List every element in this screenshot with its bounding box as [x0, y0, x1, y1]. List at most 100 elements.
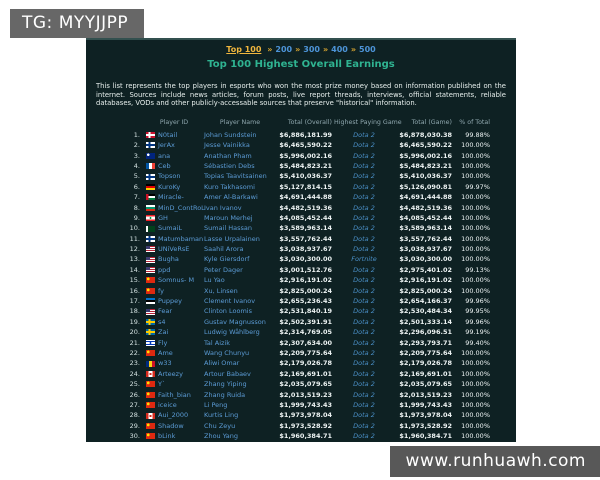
- player-id-link[interactable]: N0tail: [158, 130, 178, 139]
- player-name-link[interactable]: Kuro Takhasomi: [204, 182, 255, 191]
- player-id-link[interactable]: Puppey: [158, 297, 183, 306]
- game-link[interactable]: Dota 2: [353, 348, 375, 357]
- game-link[interactable]: Dota 2: [353, 151, 375, 160]
- player-id-link[interactable]: fy: [158, 286, 165, 295]
- player-id-link[interactable]: Somnus- M: [158, 276, 195, 285]
- player-name-link[interactable]: Anathan Pham: [204, 151, 252, 160]
- game-link[interactable]: Dota 2: [353, 213, 375, 222]
- player-id-link[interactable]: s4: [158, 317, 166, 326]
- player-id-link[interactable]: Faith_bian: [158, 390, 191, 399]
- player-id-link[interactable]: Shadow: [158, 421, 184, 430]
- pct-of-total-value: 100.00%: [461, 245, 490, 254]
- player-id-link[interactable]: Miracle-: [158, 193, 184, 202]
- player-name-link[interactable]: Zhang Yiping: [204, 380, 247, 389]
- player-id-link[interactable]: Aui_2000: [158, 411, 189, 420]
- game-link[interactable]: Dota 2: [353, 203, 375, 212]
- game-link[interactable]: Dota 2: [353, 130, 375, 139]
- game-link[interactable]: Dota 2: [353, 141, 375, 150]
- game-link[interactable]: Dota 2: [353, 172, 375, 181]
- game-link[interactable]: Dota 2: [353, 193, 375, 202]
- player-id-link[interactable]: w33: [158, 359, 172, 368]
- player-name-link[interactable]: Artour Babaev: [204, 369, 251, 378]
- player-name-link[interactable]: Wang Chunyu: [204, 348, 250, 357]
- player-name-link[interactable]: Maroun Merhej: [204, 213, 253, 222]
- game-link[interactable]: Dota 2: [353, 276, 375, 285]
- player-name-link[interactable]: Ivan Ivanov: [204, 203, 242, 212]
- game-link[interactable]: Dota 2: [353, 359, 375, 368]
- nav-link-300[interactable]: 300: [303, 45, 320, 54]
- player-name-link[interactable]: Sébastien Debs: [204, 161, 255, 170]
- player-id-link[interactable]: KuroKy: [158, 182, 181, 191]
- player-id-link[interactable]: Arteezy: [158, 369, 183, 378]
- game-link[interactable]: Dota 2: [353, 380, 375, 389]
- game-link[interactable]: Dota 2: [353, 432, 375, 441]
- player-name-link[interactable]: Aliwi Omar: [204, 359, 240, 368]
- game-link[interactable]: Fortnite: [351, 255, 377, 264]
- player-name-link[interactable]: Sumail Hassan: [204, 224, 252, 233]
- player-id-link[interactable]: JerAx: [158, 141, 175, 150]
- player-id-link[interactable]: Ame: [158, 348, 173, 357]
- player-name-link[interactable]: Lu Yao: [204, 276, 225, 285]
- game-link[interactable]: Dota 2: [353, 234, 375, 243]
- game-link[interactable]: Dota 2: [353, 338, 375, 347]
- game-link[interactable]: Dota 2: [353, 390, 375, 399]
- flag-de-icon: [146, 183, 155, 190]
- player-name-link[interactable]: Chu Zeyu: [204, 421, 236, 430]
- player-id-link[interactable]: Matumbaman: [158, 234, 204, 243]
- game-link[interactable]: Dota 2: [353, 421, 375, 430]
- player-id-link[interactable]: iceice: [158, 400, 177, 409]
- nav-link-200[interactable]: 200: [275, 45, 293, 54]
- player-name-link[interactable]: Zhou Yang: [204, 432, 239, 441]
- player-id-link[interactable]: GH: [158, 213, 168, 222]
- player-id-link[interactable]: SumaiL: [158, 224, 182, 233]
- rank-label: 20.: [129, 328, 140, 337]
- game-link[interactable]: Dota 2: [353, 400, 375, 409]
- player-id-link[interactable]: Zai: [158, 328, 169, 337]
- player-name-link[interactable]: Kurtis Ling: [204, 411, 239, 420]
- player-id-link[interactable]: MinD_ContRoL: [158, 203, 205, 212]
- player-id-link[interactable]: Topson: [158, 172, 181, 181]
- player-name-link[interactable]: Clement Ivanov: [204, 297, 256, 306]
- player-name-link[interactable]: Johan Sundstein: [204, 130, 257, 139]
- player-name-link[interactable]: Zhang Ruida: [204, 390, 246, 399]
- nav-link-400[interactable]: 400: [331, 45, 348, 54]
- game-link[interactable]: Dota 2: [353, 307, 375, 316]
- player-name-link[interactable]: Peter Dager: [204, 265, 243, 274]
- player-name-link[interactable]: Kyle Giersdorf: [204, 255, 250, 264]
- player-id-link[interactable]: ana: [158, 151, 171, 160]
- player-name-link[interactable]: Amer Al-Barkawi: [204, 193, 258, 202]
- player-id-cell: Shadow: [146, 421, 202, 431]
- player-id-link[interactable]: Fly: [158, 338, 168, 347]
- nav-link-500[interactable]: 500: [359, 45, 376, 54]
- player-id-link[interactable]: UNiVeRsE: [158, 245, 190, 254]
- game-link[interactable]: Dota 2: [353, 286, 375, 295]
- player-name-link[interactable]: Tal Aizik: [204, 338, 230, 347]
- player-name-link[interactable]: Ludwig Wåhlberg: [204, 328, 260, 337]
- player-name-link[interactable]: Lasse Urpalainen: [204, 234, 260, 243]
- game-link[interactable]: Dota 2: [353, 317, 375, 326]
- player-name-link[interactable]: Gustav Magnusson: [204, 317, 266, 326]
- player-id-link[interactable]: Bugha: [158, 255, 179, 264]
- game-link[interactable]: Dota 2: [353, 224, 375, 233]
- game-link[interactable]: Dota 2: [353, 182, 375, 191]
- player-id-link[interactable]: Ceb: [158, 161, 171, 170]
- game-link[interactable]: Dota 2: [353, 265, 375, 274]
- player-id-link[interactable]: ppd: [158, 265, 171, 274]
- player-name-link[interactable]: Clinton Loomis: [204, 307, 252, 316]
- player-name-link[interactable]: Saahil Arora: [204, 245, 244, 254]
- game-link[interactable]: Dota 2: [353, 328, 375, 337]
- player-id-link[interactable]: bLink: [158, 432, 176, 441]
- player-id-link[interactable]: Fear: [158, 307, 173, 316]
- game-link[interactable]: Dota 2: [353, 369, 375, 378]
- player-id-link[interactable]: Y`: [158, 380, 166, 389]
- pagination-current[interactable]: Top 100: [226, 45, 262, 54]
- player-id-cell: s4: [146, 317, 202, 327]
- game-link[interactable]: Dota 2: [353, 411, 375, 420]
- player-name-link[interactable]: Topias Taavitsainen: [204, 172, 267, 181]
- player-name-link[interactable]: Xu, Linsen: [204, 286, 238, 295]
- game-link[interactable]: Dota 2: [353, 161, 375, 170]
- game-link[interactable]: Dota 2: [353, 245, 375, 254]
- player-name-link[interactable]: Jesse Vainikka: [204, 141, 250, 150]
- game-link[interactable]: Dota 2: [353, 297, 375, 306]
- player-name-link[interactable]: Li Peng: [204, 400, 228, 409]
